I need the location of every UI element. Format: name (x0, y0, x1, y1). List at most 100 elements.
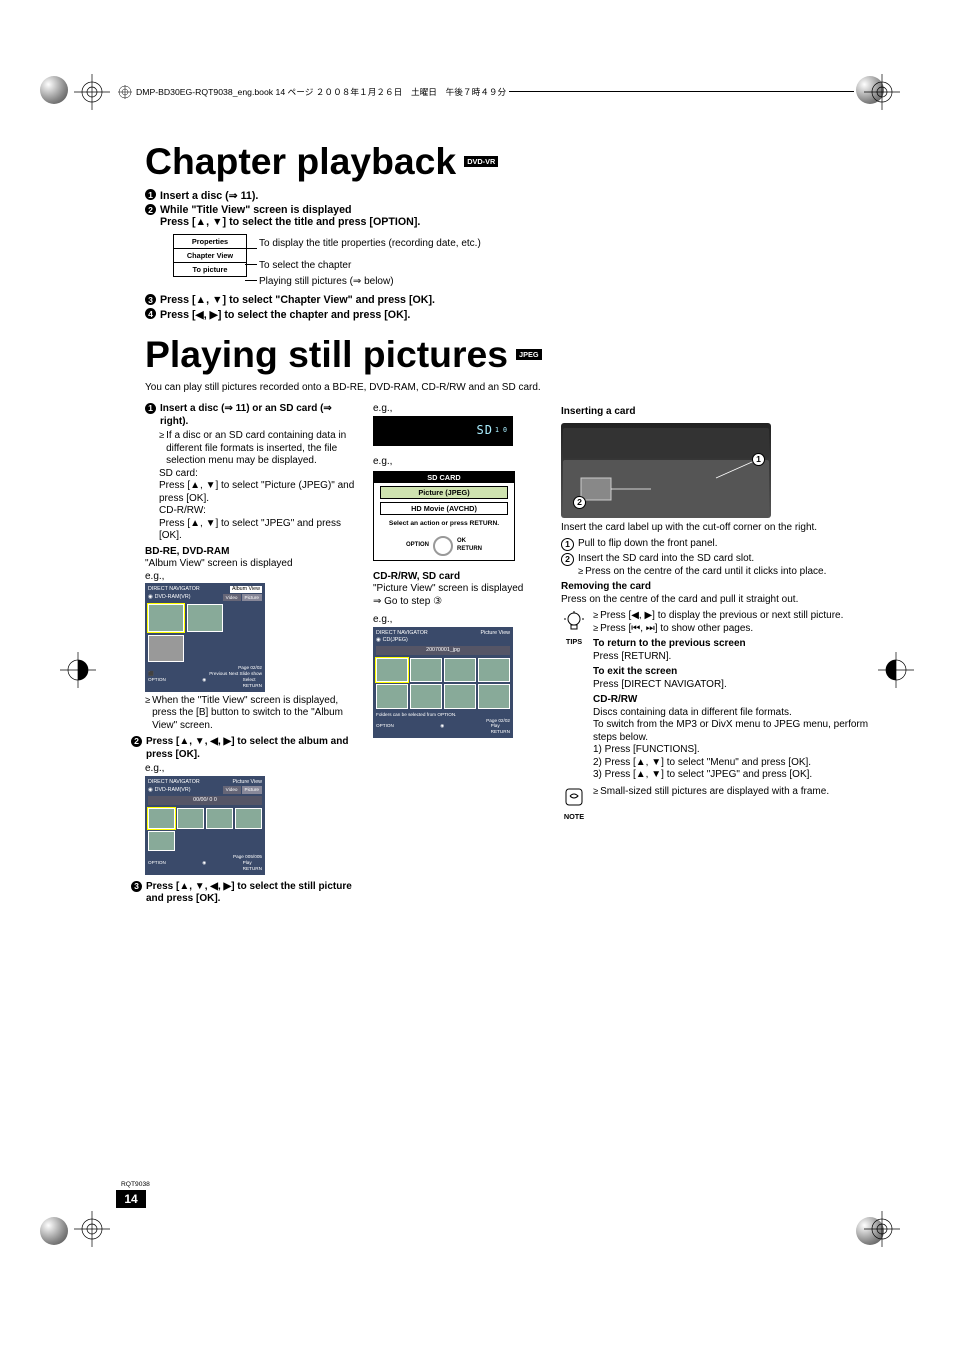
seg-num: 1 0 (495, 426, 507, 434)
menu-desc-properties: To display the title properties (recordi… (259, 238, 481, 250)
album-thumb (148, 604, 184, 632)
step-3-marker: 3 (145, 294, 156, 305)
nav-title: DIRECT NAVIGATOR (148, 586, 200, 593)
chapter-step-3: Press [▲, ▼] to select "Chapter View" an… (160, 294, 435, 306)
menu-chapter-view: Chapter View (174, 249, 246, 263)
header-filename-box: DMP-BD30EG-RQT9038_eng.book 14 ページ ２００８年… (115, 85, 509, 99)
still-step-2-marker: 2 (131, 736, 142, 747)
eg-label: e.g., (373, 403, 543, 416)
picture-thumb (444, 684, 476, 709)
menu-desc-chapter: To select the chapter (259, 260, 351, 272)
tips-1: Press [◀, ▶] to display the previous or … (600, 610, 843, 623)
nav-return: Select RETURN (243, 677, 262, 689)
exit-heading: To exit the screen (593, 666, 874, 679)
step-1-marker: 1 (145, 189, 156, 200)
menu-properties: Properties (174, 235, 246, 249)
nav-folder: 20070001_jpg (376, 646, 510, 655)
remove-card-heading: Removing the card (561, 581, 874, 594)
nav-title: DIRECT NAVIGATOR (376, 630, 428, 637)
callout-line (245, 280, 257, 281)
cdrw-c3-s2: 2) Press [▲, ▼] to select "Menu" and pre… (593, 757, 874, 770)
nav-option: OPTION (376, 723, 394, 735)
crop-mark (864, 1211, 900, 1247)
still-step-3-marker: 3 (131, 881, 142, 892)
tab-video: Video (223, 594, 241, 602)
still-step-2: Press [▲, ▼, ◀, ▶] to select the album a… (146, 736, 348, 760)
nav-mode: Picture View (232, 779, 262, 786)
nav-disc: CD(JPEG) (383, 637, 408, 644)
picture-thumb (235, 808, 262, 829)
insert-step-1-marker: 1 (561, 538, 574, 551)
dvd-vr-badge: DVD-VR (464, 156, 498, 167)
picture-thumb (206, 808, 233, 829)
nav-option: OPTION (148, 677, 166, 689)
chapter-step-1: Insert a disc (⇒ 11). (160, 190, 258, 202)
sd-header: SD CARD (374, 472, 514, 483)
nav-return: Play RETURN (491, 723, 510, 735)
tips-2: Press [⏮, ⏭] to show other pages. (600, 623, 753, 636)
bdre-text: "Album View" screen is displayed (145, 558, 355, 571)
note-label: NOTE (561, 812, 587, 821)
sd-item-hdmovie: HD Movie (AVCHD) (380, 502, 508, 515)
sd-card-menu: SD CARD Picture (JPEG) HD Movie (AVCHD) … (373, 471, 515, 561)
album-thumb (187, 604, 223, 632)
doc-id: RQT9038 (121, 1181, 150, 1188)
still-step-1-marker: 1 (145, 403, 156, 414)
option-menu-box: Properties Chapter View To picture (173, 234, 247, 277)
cdrw-text-2: ⇒ Go to step ③ (373, 596, 543, 609)
page-number: 14 (116, 1190, 146, 1208)
chapter-step-2b: Press [▲, ▼] to select the title and pre… (160, 216, 420, 228)
page-footer: RQT9038 14 (116, 1181, 150, 1208)
ok-button-icon (433, 536, 453, 556)
insert-step-2-marker: 2 (561, 553, 574, 566)
sd-option: OPTION (406, 542, 429, 550)
picture-thumb (148, 831, 175, 852)
picture-thumb (376, 684, 408, 709)
still-title-text: Playing still pictures (145, 333, 508, 376)
tips-label: TIPS (561, 637, 587, 646)
device-illustration: 1 2 (561, 423, 771, 518)
tips-icon: TIPS (561, 610, 587, 782)
eg-label: e.g., (373, 614, 543, 627)
tab-video: Video (223, 786, 241, 794)
cdrw-c3-heading: CD-R/RW (593, 694, 874, 707)
picture-view-screen-1: DIRECT NAVIGATOR Picture View ◉DVD-RAM(V… (145, 776, 265, 875)
cdrw-c3-s3: 3) Press [▲, ▼] to select "JPEG" and pre… (593, 769, 874, 782)
cdrw-label: CD-R/RW: (159, 505, 355, 518)
still-step-3: Press [▲, ▼, ◀, ▶] to select the still p… (146, 881, 352, 905)
registration-ball (40, 76, 68, 104)
note-text: Small-sized still pictures are displayed… (600, 786, 829, 799)
nav-date: 00/00/ 0 0 (148, 796, 262, 805)
insert-card-text: Insert the card label up with the cut-of… (561, 522, 874, 535)
book-icon (118, 85, 132, 99)
insert-step-2: Insert the SD card into the SD card slot… (578, 553, 754, 564)
remove-card-text: Press on the centre of the card and pull… (561, 594, 874, 607)
tab-picture: Picture (242, 786, 263, 794)
cdrw-c3-text1: Discs containing data in different file … (593, 707, 874, 720)
callout-2: 2 (573, 496, 586, 509)
disc-icon: ◉ (148, 594, 153, 601)
cdrw-text-1: "Picture View" screen is displayed (373, 583, 543, 596)
picture-thumb (148, 808, 175, 829)
insert-card-heading: Inserting a card (561, 406, 874, 419)
return-heading: To return to the previous screen (593, 638, 874, 651)
picture-thumb (478, 658, 510, 683)
picture-thumb (376, 658, 408, 683)
header-filename: DMP-BD30EG-RQT9038_eng.book 14 ページ ２００８年… (136, 86, 506, 98)
cdrw-c3-text2: To switch from the MP3 or DivX menu to J… (593, 719, 874, 744)
sdcard-label: SD card: (159, 468, 355, 481)
picture-thumb (177, 808, 204, 829)
still-intro: You can play still pictures recorded ont… (145, 382, 874, 393)
return-text: Press [RETURN]. (593, 651, 874, 664)
still-title: Playing still pictures JPEG (145, 333, 874, 376)
nav-mode: Album View (230, 586, 262, 593)
note-icon: NOTE (561, 786, 587, 822)
picture-thumb (478, 684, 510, 709)
album-view-screen: DIRECT NAVIGATOR Album View ◉DVD-RAM(VR)… (145, 583, 265, 692)
step-2-marker: 2 (145, 204, 156, 215)
nav-title: DIRECT NAVIGATOR (148, 779, 200, 786)
crop-mark (74, 74, 110, 110)
nav-disc: DVD-RAM(VR) (155, 594, 191, 601)
chapter-title: Chapter playback DVD-VR (145, 140, 874, 183)
disc-icon: ◉ (376, 637, 381, 644)
